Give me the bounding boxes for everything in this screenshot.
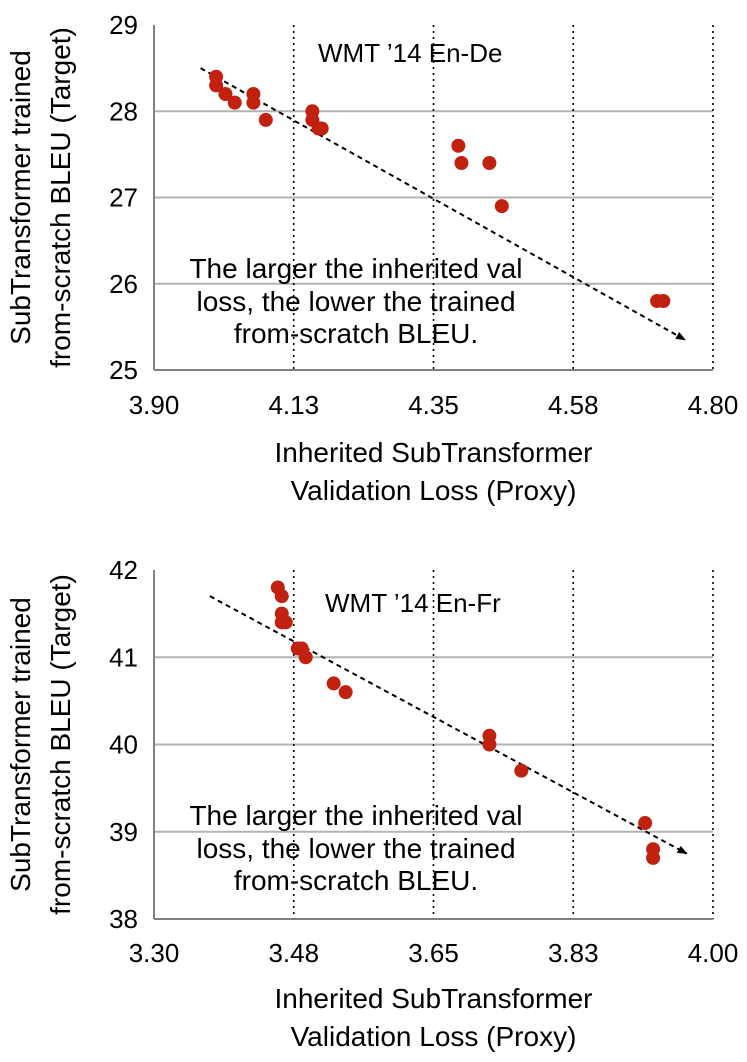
data-point — [246, 95, 261, 110]
x-axis-label: Inherited SubTransformer — [275, 983, 593, 1014]
data-point — [326, 676, 341, 691]
y-tick-label: 41 — [109, 642, 138, 672]
y-axis-label: SubTransformer trained — [5, 50, 36, 345]
data-point — [274, 589, 289, 604]
y-tick-label: 25 — [109, 355, 138, 385]
x-axis-label: Inherited SubTransformer — [275, 437, 593, 468]
data-point — [482, 156, 497, 170]
data-point — [314, 121, 329, 136]
x-tick-label: 3.65 — [408, 938, 459, 968]
x-tick-label: 4.80 — [688, 390, 739, 420]
y-tick-label: 27 — [109, 183, 138, 213]
x-tick-label: 3.30 — [129, 938, 180, 968]
x-tick-label: 3.83 — [548, 938, 599, 968]
data-point — [514, 763, 529, 778]
chart-title: WMT ’14 En-Fr — [325, 588, 501, 618]
y-tick-label: 39 — [109, 817, 138, 847]
data-point — [482, 737, 497, 752]
y-tick-label: 42 — [109, 555, 138, 585]
x-tick-label: 4.35 — [408, 390, 459, 420]
y-tick-label: 26 — [109, 269, 138, 299]
x-tick-label: 3.48 — [268, 938, 319, 968]
annotation-line: from-scratch BLEU. — [234, 318, 478, 349]
x-tick-label: 4.00 — [688, 938, 739, 968]
x-tick-label: 3.90 — [129, 390, 180, 420]
y-tick-label: 28 — [109, 96, 138, 126]
y-axis-label: SubTransformer trained — [5, 597, 36, 892]
annotation-line: The larger the inherited val — [189, 253, 522, 284]
data-point — [454, 156, 469, 170]
trend-arrow — [209, 595, 688, 855]
data-point — [646, 850, 661, 865]
data-point — [278, 615, 293, 630]
annotation-line: The larger the inherited val — [189, 800, 522, 831]
x-tick-label: 4.58 — [548, 390, 599, 420]
y-axis-label: from-scratch BLEU (Target) — [45, 574, 76, 915]
data-point — [494, 199, 509, 214]
y-tick-label: 29 — [109, 10, 138, 40]
annotation-line: loss, the lower the trained — [196, 833, 515, 864]
trend-arrow — [200, 67, 686, 341]
data-point — [298, 650, 313, 665]
data-point — [451, 138, 466, 153]
data-point — [258, 112, 273, 127]
x-axis-label: Validation Loss (Proxy) — [291, 475, 577, 506]
data-point — [218, 87, 233, 101]
chart-title: WMT ’14 En-De — [318, 38, 502, 68]
data-point — [638, 816, 653, 831]
annotation-line: from-scratch BLEU. — [234, 865, 478, 896]
x-tick-label: 4.13 — [268, 390, 319, 420]
y-axis-label: from-scratch BLEU (Target) — [45, 27, 76, 368]
y-tick-label: 38 — [109, 904, 138, 934]
y-tick-label: 40 — [109, 730, 138, 760]
data-point — [227, 95, 242, 110]
annotation-line: loss, the lower the trained — [196, 286, 515, 317]
data-point — [656, 294, 671, 308]
data-point — [209, 78, 224, 93]
chart-panel-2: 38 39 40 41 42 3.30 3.48 3.65 3.83 4.00 Inherited … — [5, 555, 738, 1052]
data-point — [338, 685, 353, 700]
x-axis-label: Validation Loss (Proxy) — [291, 1021, 577, 1052]
chart-panel-1: 25 26 27 28 29 3.90 4.13 4.35 4.58 4.80 Inherited … — [5, 10, 738, 506]
